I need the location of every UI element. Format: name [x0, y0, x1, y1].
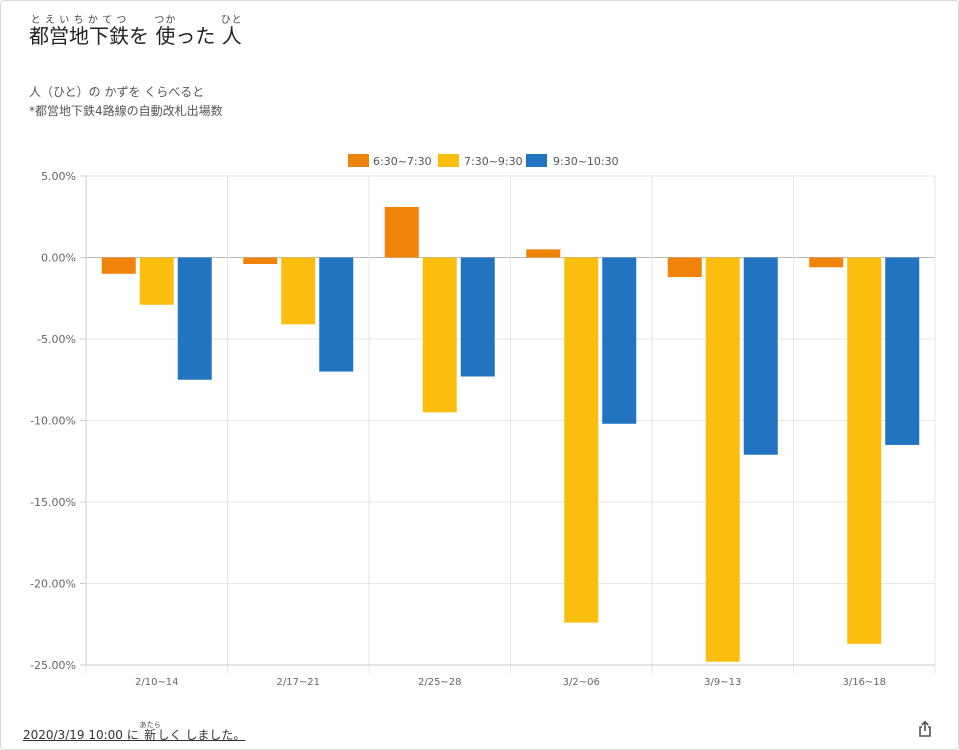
legend-label: 6:30~7:30	[373, 155, 432, 168]
legend-swatch	[348, 154, 369, 167]
bar	[526, 249, 561, 258]
bar	[667, 257, 702, 278]
bar	[460, 257, 495, 377]
bar	[101, 257, 136, 274]
share-icon[interactable]	[915, 719, 935, 739]
bar	[177, 257, 212, 380]
y-tick-label: -15.00%	[30, 496, 76, 509]
x-tick-label: 2/10~14	[135, 677, 179, 688]
bar-chart: 5.00% 0.00% -5.00% -10.00% -15.00% -20.00% -25…	[30, 154, 936, 688]
y-tick-label: -20.00%	[30, 578, 76, 591]
bar	[422, 257, 457, 413]
title-block: 都営地下鉄とえいちかてつを 使つかった 人ひと	[29, 15, 243, 50]
y-tick-label: -25.00%	[30, 659, 76, 672]
x-tick-label: 2/17~21	[276, 677, 320, 688]
bar	[602, 257, 637, 424]
y-tick-label: -10.00%	[30, 415, 76, 428]
bar	[885, 257, 920, 445]
y-tick-label: 0.00%	[41, 252, 76, 265]
bar	[743, 257, 778, 455]
subtitle-note: *都営地下鉄4路線の自動改札出場数	[29, 104, 223, 118]
updated-date: 2020/3/19 10:00	[23, 728, 123, 742]
bar	[281, 257, 316, 325]
updated-ruby: 新あたら	[139, 721, 161, 742]
page-title: 都営地下鉄とえいちかてつを 使つかった 人ひと	[29, 15, 243, 48]
legend-swatch	[526, 154, 547, 167]
y-tick-label: -5.00%	[37, 333, 76, 346]
bar	[139, 257, 174, 305]
legend-swatch	[438, 154, 459, 167]
legend-label: 9:30~10:30	[553, 155, 619, 168]
bar	[847, 257, 882, 644]
x-tick-label: 3/9~13	[704, 677, 741, 688]
x-tick-label: 3/2~06	[563, 677, 600, 688]
bar	[705, 257, 740, 662]
subtitle: 人（ひと）の かずを くらべると	[29, 85, 205, 99]
bar	[243, 257, 278, 265]
title-ruby-1: 都営地下鉄とえいちかてつ	[29, 15, 129, 48]
bar	[564, 257, 599, 623]
updated-link[interactable]: 2020/3/19 10:00 に 新あたらしく しました。	[23, 721, 246, 742]
bar	[384, 206, 419, 258]
title-ruby-3: 人ひと	[220, 15, 243, 48]
bar	[809, 257, 844, 268]
bar	[319, 257, 354, 372]
title-ruby-2: 使つか	[154, 15, 177, 48]
legend-label: 7:30~9:30	[464, 155, 523, 168]
x-tick-label: 3/16~18	[842, 677, 886, 688]
x-tick-label: 2/25~28	[418, 677, 462, 688]
y-tick-label: 5.00%	[41, 170, 76, 183]
